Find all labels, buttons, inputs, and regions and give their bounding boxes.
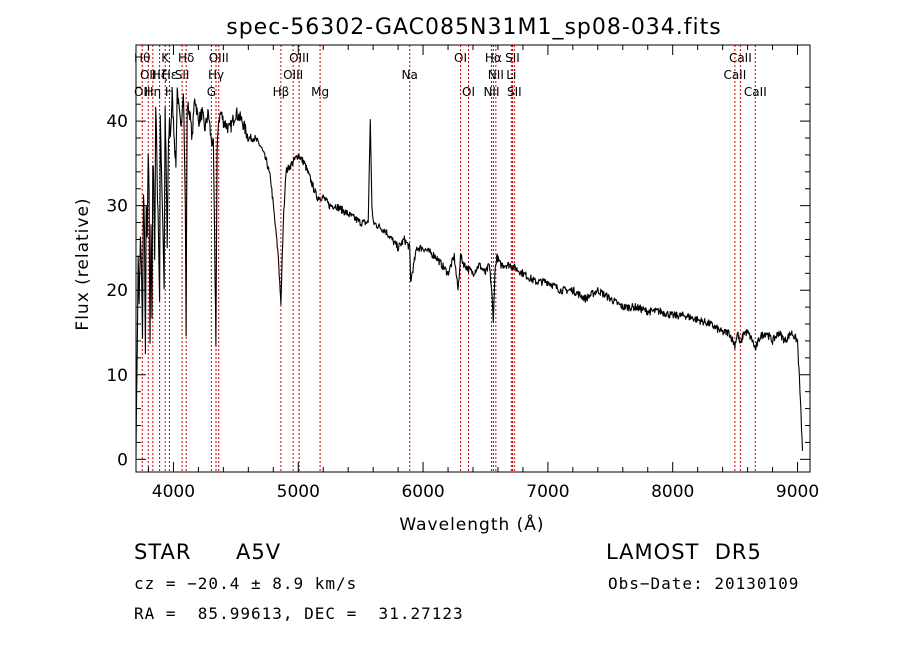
x-tick-label: 9000 (776, 482, 819, 502)
line-label-13-0: OIII (289, 51, 309, 65)
line-label-0-2: OII (134, 85, 151, 99)
line-label-5-2: H (165, 85, 174, 99)
survey-name: LAMOST DR5 (606, 540, 762, 564)
line-label-16-0: OI (454, 51, 467, 65)
line-label-3-1: Hζ (152, 68, 168, 82)
line-label-26-2: CaII (744, 85, 767, 99)
x-tick-label: 5000 (277, 482, 320, 502)
x-tick-label: 8000 (651, 482, 694, 502)
y-tick-label: 20 (106, 281, 128, 301)
line-label-5-1: Hε (162, 68, 178, 82)
line-label-20-1: NII (488, 68, 504, 82)
x-axis-label: Wavelength (Å) (399, 513, 544, 535)
x-tick-label: 4000 (152, 482, 195, 502)
line-label-24-1: CaII (723, 68, 746, 82)
line-label-21-1: Li (506, 68, 516, 82)
redshift-velocity: cz = −20.4 ± 8.9 km/s (134, 574, 358, 593)
line-label-7-0: Hδ (178, 51, 194, 65)
observation-date: Obs−Date: 20130109 (608, 574, 800, 593)
line-label-12-1: OIII (283, 68, 303, 82)
line-label-25-0: CaII (729, 51, 752, 65)
emission-line-labels: HθOIIOIIHηHζKHεHSIIHδGHγOIIIHβOIIIOIIIMg… (134, 51, 767, 99)
line-label-15-1: Na (402, 68, 418, 82)
y-tick-label: 30 (106, 197, 128, 217)
line-label-14-2: Mg (311, 85, 329, 99)
line-label-8-2: G (207, 85, 216, 99)
chart-title: spec-56302-GAC085N31M1_sp08-034.fits (226, 15, 722, 40)
spectrum-line (135, 87, 804, 458)
line-label-23-2: SII (507, 85, 522, 99)
y-tick-label: 10 (106, 366, 128, 386)
emission-line-markers (141, 45, 756, 472)
object-type: STAR (134, 540, 192, 564)
line-label-6-1: SII (175, 68, 190, 82)
x-axis: 4000 5000 6000 7000 8000 9000 (147, 45, 819, 502)
spectral-subclass: A5V (236, 540, 282, 564)
line-label-18-2: NII (483, 85, 499, 99)
y-tick-label: 40 (106, 112, 128, 132)
y-tick-label: 0 (117, 450, 128, 470)
line-label-2-2: Hη (145, 85, 162, 99)
line-label-1-1: OII (140, 68, 157, 82)
y-axis: 0 10 20 30 40 (106, 86, 810, 470)
line-label-10-0: OIII (209, 51, 229, 65)
line-label-4-0: K (161, 51, 170, 65)
line-label-17-2: OI (462, 85, 475, 99)
line-label-0-0: Hθ (134, 51, 150, 65)
line-label-19-0: Hα (485, 51, 502, 65)
x-tick-label: 7000 (526, 482, 569, 502)
x-tick-label: 6000 (401, 482, 444, 502)
coordinates: RA = 85.99613, DEC = 31.27123 (134, 604, 464, 623)
y-axis-label: Flux (relative) (73, 197, 93, 330)
line-label-9-1: Hγ (208, 68, 224, 82)
line-label-11-2: Hβ (273, 85, 290, 99)
line-label-22-0: SII (505, 51, 520, 65)
